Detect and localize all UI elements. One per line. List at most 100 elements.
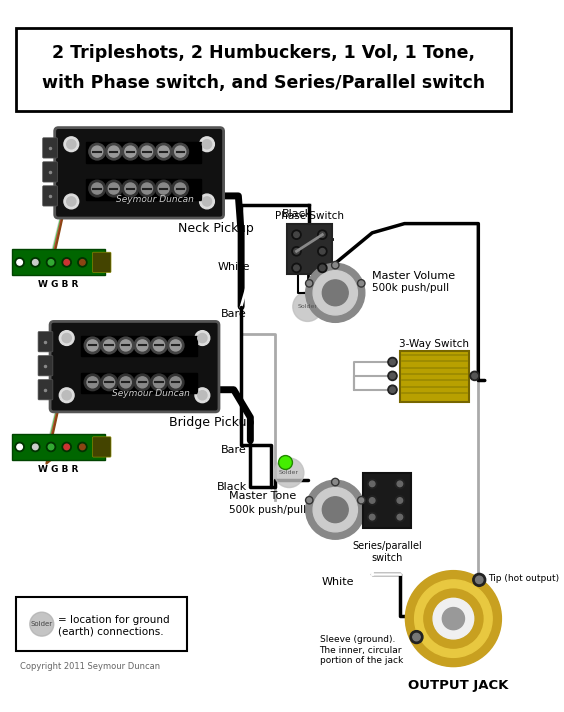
FancyBboxPatch shape (92, 252, 111, 273)
Text: Solder: Solder (298, 304, 318, 309)
Text: Bare: Bare (221, 445, 246, 455)
Text: Copyright 2011 Seymour Duncan: Copyright 2011 Seymour Duncan (20, 662, 160, 671)
Text: Master Tone: Master Tone (229, 491, 296, 501)
Circle shape (172, 180, 188, 197)
Circle shape (84, 337, 101, 354)
Circle shape (359, 498, 364, 503)
Circle shape (323, 280, 348, 305)
Bar (86, 179, 201, 199)
Text: Black: Black (217, 481, 246, 491)
Circle shape (153, 340, 165, 351)
Circle shape (313, 488, 358, 532)
Circle shape (64, 260, 69, 265)
Circle shape (80, 444, 85, 450)
Circle shape (33, 444, 38, 450)
Text: White: White (321, 577, 354, 587)
Circle shape (333, 263, 338, 268)
Circle shape (397, 498, 403, 503)
Circle shape (306, 496, 313, 504)
FancyBboxPatch shape (363, 473, 411, 528)
FancyBboxPatch shape (38, 355, 53, 376)
Circle shape (46, 258, 56, 267)
Circle shape (142, 183, 152, 194)
Text: Seymour Duncan: Seymour Duncan (112, 389, 190, 398)
Circle shape (294, 265, 299, 271)
Text: Neck Pickup: Neck Pickup (178, 221, 254, 235)
Circle shape (369, 481, 375, 486)
Circle shape (358, 280, 365, 287)
Circle shape (307, 498, 311, 503)
Circle shape (101, 337, 117, 354)
Circle shape (368, 479, 377, 488)
Circle shape (104, 340, 114, 351)
Circle shape (134, 374, 151, 391)
Text: Phase Switch: Phase Switch (275, 211, 344, 221)
Circle shape (80, 260, 85, 265)
Bar (81, 336, 197, 357)
Circle shape (117, 374, 134, 391)
Circle shape (30, 612, 54, 636)
Circle shape (202, 140, 212, 149)
Circle shape (62, 333, 71, 342)
FancyBboxPatch shape (38, 379, 53, 400)
Circle shape (369, 514, 375, 520)
Circle shape (168, 374, 184, 391)
Text: Seymour Duncan: Seymour Duncan (116, 195, 194, 204)
Text: 3-Way Switch: 3-Way Switch (399, 339, 469, 349)
Circle shape (433, 598, 474, 639)
Circle shape (202, 197, 212, 206)
Circle shape (415, 580, 492, 657)
Text: Bridge Pickup: Bridge Pickup (169, 416, 254, 429)
Circle shape (306, 263, 365, 323)
Circle shape (359, 281, 364, 286)
Circle shape (64, 194, 79, 209)
Circle shape (395, 513, 404, 522)
Circle shape (158, 146, 169, 157)
Circle shape (62, 258, 71, 267)
Circle shape (470, 371, 479, 380)
FancyBboxPatch shape (16, 597, 187, 651)
Circle shape (388, 371, 397, 380)
Text: 2 Tripleshots, 2 Humbuckers, 1 Vol, 1 Tone,: 2 Tripleshots, 2 Humbuckers, 1 Vol, 1 To… (52, 44, 475, 62)
Circle shape (293, 292, 323, 321)
Text: Solder: Solder (30, 621, 53, 627)
Circle shape (30, 258, 40, 267)
Circle shape (292, 263, 301, 273)
Circle shape (395, 479, 404, 488)
FancyBboxPatch shape (287, 224, 332, 274)
Circle shape (332, 261, 339, 269)
Text: Series/parallel
switch: Series/parallel switch (352, 541, 422, 562)
FancyBboxPatch shape (92, 436, 111, 457)
Circle shape (64, 444, 69, 450)
Circle shape (198, 391, 207, 400)
Circle shape (155, 143, 172, 160)
Circle shape (390, 360, 395, 365)
Circle shape (105, 180, 122, 197)
FancyBboxPatch shape (55, 127, 223, 218)
FancyBboxPatch shape (43, 137, 58, 158)
Text: 500k push/pull: 500k push/pull (372, 283, 450, 293)
Circle shape (323, 497, 348, 523)
Text: Black: Black (282, 209, 312, 219)
Text: OUTPUT JACK: OUTPUT JACK (408, 679, 508, 691)
Circle shape (62, 442, 71, 451)
Text: Tip (hot output): Tip (hot output) (488, 573, 559, 582)
Circle shape (195, 330, 210, 345)
Text: with Phase switch, and Series/Parallel switch: with Phase switch, and Series/Parallel s… (42, 74, 485, 93)
Bar (86, 142, 201, 162)
Circle shape (170, 340, 181, 351)
Circle shape (139, 143, 155, 160)
FancyBboxPatch shape (43, 162, 58, 182)
Circle shape (318, 263, 327, 273)
Circle shape (155, 180, 172, 197)
Circle shape (320, 232, 325, 237)
Circle shape (332, 478, 339, 486)
Circle shape (358, 496, 365, 504)
Circle shape (122, 143, 139, 160)
Circle shape (120, 377, 131, 388)
Circle shape (87, 377, 98, 388)
Circle shape (200, 194, 214, 209)
Circle shape (142, 146, 152, 157)
Circle shape (46, 442, 56, 451)
Circle shape (473, 573, 486, 586)
